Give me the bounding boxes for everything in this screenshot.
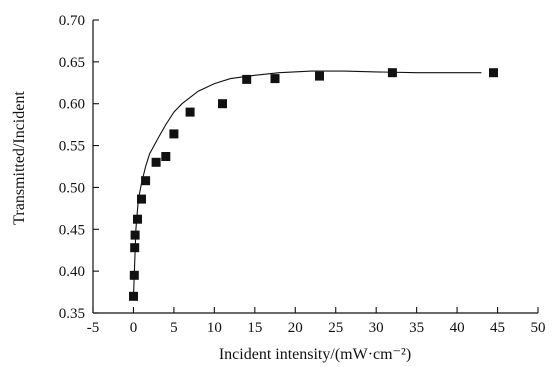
y-tick-label-7: 0.70	[59, 13, 85, 29]
x-tick-label-8: 35	[409, 320, 424, 336]
fit-curve	[132, 70, 482, 297]
data-point-14	[315, 71, 324, 81]
data-point-11	[218, 99, 227, 109]
data-point-13	[270, 74, 280, 84]
data-point-8	[161, 152, 171, 161]
x-ticks: -5 0 5 10 15 20 25 30 35 40 45 50	[87, 307, 546, 336]
series-layer	[129, 68, 498, 301]
x-tick-label-10: 45	[490, 320, 505, 336]
y-tick-label-4: 0.55	[59, 139, 85, 155]
data-point-4	[133, 214, 142, 224]
y-tick-label-3: 0.50	[59, 180, 85, 196]
x-tick-label-7: 30	[369, 320, 384, 336]
axes	[92, 20, 538, 314]
x-tick-label-2: 5	[170, 320, 178, 336]
y-tick-label-5: 0.60	[59, 97, 85, 113]
y-axis-title: Transmitted/Incident	[11, 91, 28, 225]
y-tick-label-0: 0.35	[59, 306, 85, 322]
y-tick-label-1: 0.40	[59, 264, 85, 280]
data-point-6	[141, 176, 151, 186]
x-tick-label-0: -5	[87, 320, 100, 336]
y-ticks: 0.35 0.40 0.45 0.50 0.55 0.60 0.65 0.70	[59, 13, 99, 322]
data-point-3	[130, 230, 140, 240]
x-tick-label-3: 10	[207, 320, 222, 336]
y-tick-label-6: 0.65	[59, 55, 85, 71]
data-point-5	[137, 194, 146, 204]
x-tick-label-4: 15	[247, 320, 262, 336]
data-point-9	[169, 129, 179, 139]
y-tick-label-2: 0.45	[59, 222, 85, 238]
x-tick-label-5: 20	[288, 320, 303, 336]
x-axis-title: Incident intensity/(mW·cm⁻²)	[219, 346, 411, 363]
data-point-12	[242, 74, 252, 84]
data-point-7	[151, 157, 161, 167]
x-tick-label-11: 50	[531, 320, 546, 336]
x-tick-label-1: 0	[130, 320, 138, 336]
data-point-10	[185, 107, 195, 117]
x-tick-label-6: 25	[328, 320, 343, 336]
x-tick-label-9: 40	[450, 320, 465, 336]
data-point-16	[489, 68, 498, 78]
